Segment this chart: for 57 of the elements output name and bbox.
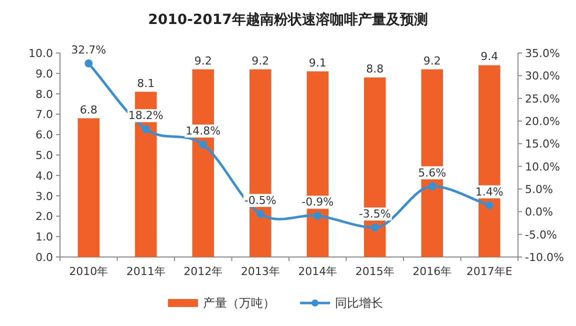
data-label: -3.5% (358, 208, 391, 221)
data-label: 9.2 (252, 54, 270, 68)
x-tick-label: 2013年 (240, 265, 280, 278)
x-tick-label: 2016年 (412, 265, 452, 278)
point (84, 59, 93, 68)
x-tick-label: 2014年 (298, 265, 338, 278)
data-label: 8.1 (137, 76, 155, 90)
data-label: 1.4% (475, 185, 504, 198)
x-tick-label: 2017年E (466, 265, 512, 278)
y-tick-label: 4.0 (36, 169, 53, 182)
data-label: 32.7% (71, 43, 106, 56)
y-tick-label: 2.0 (36, 210, 53, 224)
y-tick-label: 10.0 (28, 47, 53, 60)
y2-tick-label: 0.0% (525, 206, 553, 219)
y-tick-label: 6.0 (36, 128, 53, 142)
data-label: 9.2 (423, 54, 441, 68)
x-tick-label: 2010年 (69, 265, 108, 278)
x-tick-label: 2015年 (355, 265, 394, 278)
y-tick-label: 9.0 (36, 67, 53, 80)
data-label: 14.8% (186, 124, 221, 138)
y2-tick-label: -5.0% (525, 228, 557, 242)
data-label: 18.2% (128, 109, 164, 122)
y-tick-label: 7.0 (36, 108, 53, 122)
point (142, 125, 150, 134)
data-label: 6.8 (80, 103, 98, 116)
y-tick-label: 0.0 (36, 251, 53, 264)
data-label: 5.6% (418, 166, 446, 180)
point (485, 201, 494, 210)
data-label: 9.4 (480, 50, 498, 64)
y-tick-label: 5.0 (36, 149, 53, 162)
chart-title: 2010-2017年越南粉状速溶咖啡产量及预测 (148, 11, 428, 28)
data-label: -0.9% (302, 196, 334, 209)
point (314, 212, 322, 220)
point (256, 210, 264, 218)
data-label: 8.8 (366, 62, 384, 76)
y2-tick-label: 15.0% (525, 138, 560, 151)
y2-tick-label: -10.0% (525, 251, 564, 264)
data-label: -0.5% (244, 194, 276, 207)
y2-tick-label: 25.0% (525, 92, 560, 106)
y2-tick-label: 5.0% (525, 183, 553, 196)
point (370, 224, 379, 232)
data-label: 9.1 (308, 56, 326, 70)
point (428, 182, 436, 190)
point (199, 140, 208, 149)
y2-tick-label: 10.0% (525, 160, 560, 174)
legend-label: 产量（万吨） (203, 296, 275, 310)
y2-tick-label: 20.0% (525, 115, 560, 128)
y2-tick-label: 30.0% (525, 70, 560, 83)
y-tick-label: 3.0 (36, 190, 53, 203)
data-label: 9.2 (194, 54, 212, 68)
bar (78, 118, 100, 257)
x-tick-label: 2011年 (126, 265, 166, 278)
x-tick-label: 2012年 (184, 265, 223, 278)
y-tick-label: 8.0 (36, 88, 53, 101)
y-tick-label: 1.0 (36, 230, 53, 244)
legend-label: 同比增长 (335, 296, 383, 310)
y2-tick-label: 35.0% (525, 47, 560, 60)
